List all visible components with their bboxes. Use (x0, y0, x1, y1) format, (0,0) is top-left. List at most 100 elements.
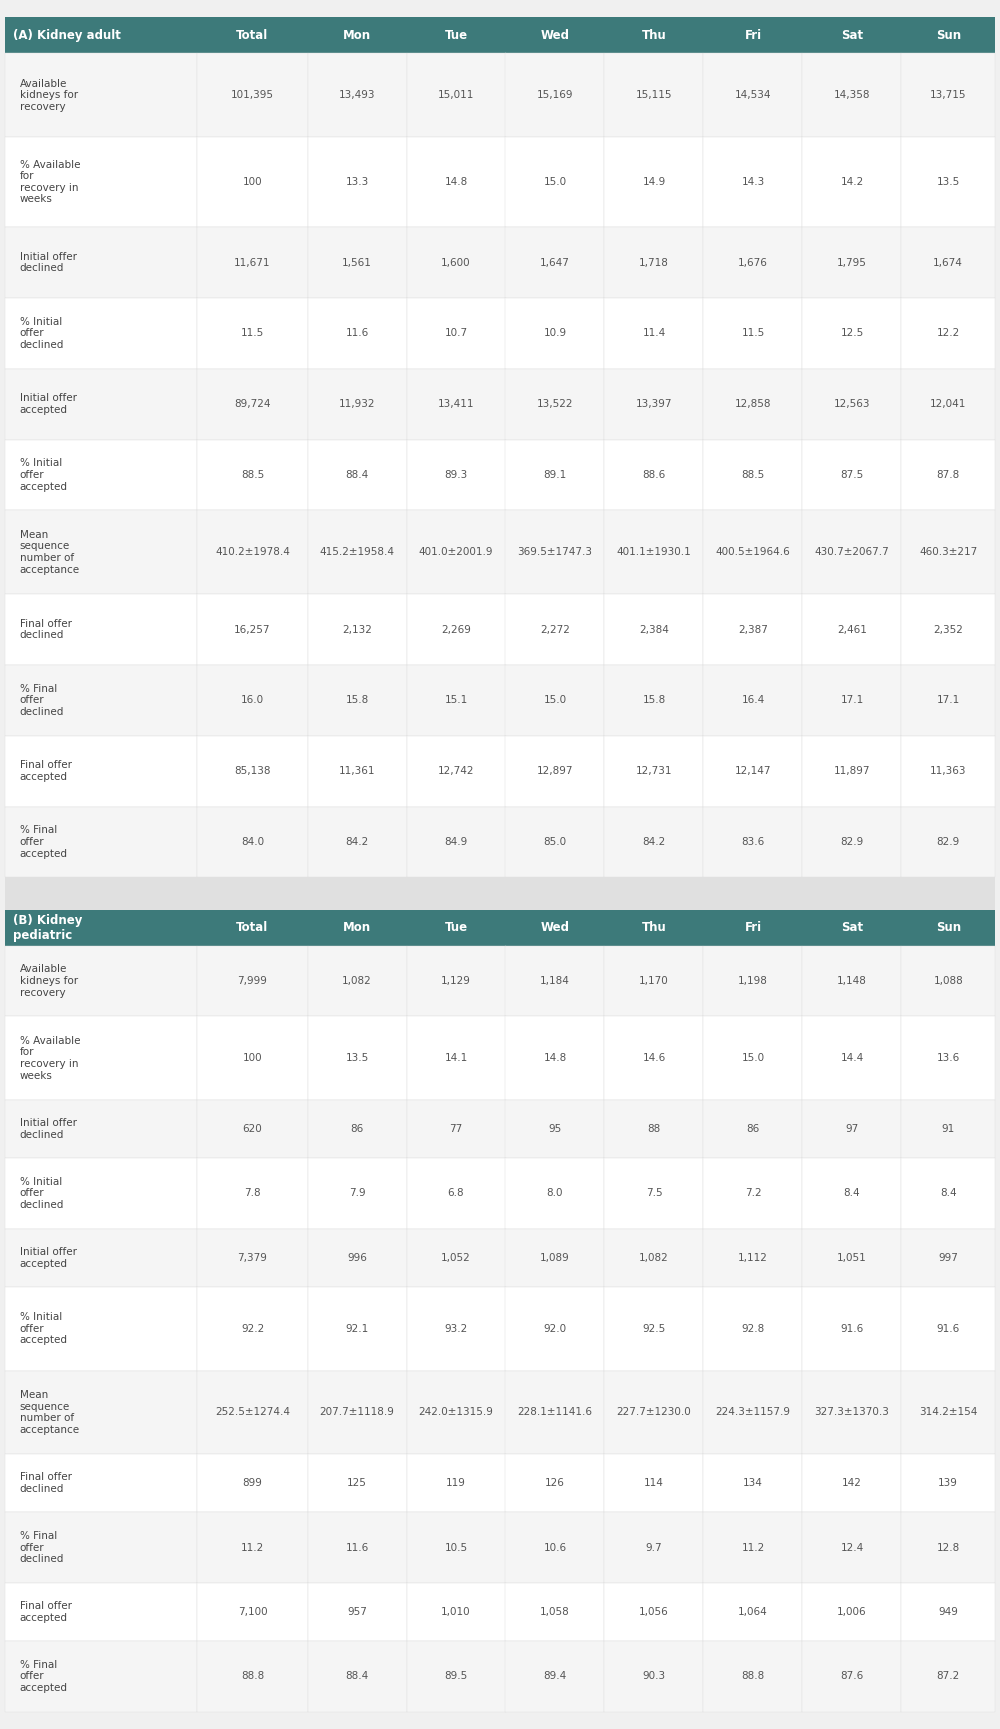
Bar (802, 806, 901, 877)
Bar (406, 510, 506, 595)
Text: 14.2: 14.2 (840, 176, 864, 187)
Text: 93.2: 93.2 (444, 1324, 468, 1333)
Text: 1,082: 1,082 (342, 977, 372, 986)
Bar (197, 1017, 308, 1100)
Text: 460.3±217: 460.3±217 (919, 548, 977, 557)
Text: 86: 86 (746, 1124, 760, 1134)
Bar (703, 1286, 802, 1371)
Text: 89,724: 89,724 (234, 399, 271, 410)
Text: Mon: Mon (343, 922, 371, 934)
Text: 119: 119 (446, 1478, 466, 1489)
Bar (406, 368, 506, 439)
Text: 15.1: 15.1 (444, 695, 468, 705)
Text: 87.5: 87.5 (840, 470, 864, 481)
Bar (406, 666, 506, 737)
Bar (901, 137, 995, 226)
Bar (505, 1371, 604, 1454)
Bar (308, 1229, 406, 1286)
Bar (308, 737, 406, 806)
Bar (505, 666, 604, 737)
Text: 97: 97 (845, 1124, 859, 1134)
Bar (197, 946, 308, 1017)
Bar (901, 368, 995, 439)
Text: 1,676: 1,676 (738, 258, 768, 268)
Text: 11.4: 11.4 (642, 329, 666, 339)
Text: Sat: Sat (841, 29, 863, 41)
Bar (802, 297, 901, 368)
Bar (505, 595, 604, 666)
Bar (5, 439, 197, 510)
Text: 16.0: 16.0 (241, 695, 264, 705)
Bar (5, 17, 197, 54)
Text: 15,169: 15,169 (537, 90, 573, 100)
Bar (604, 439, 703, 510)
Text: Fri: Fri (744, 29, 762, 41)
Bar (604, 1229, 703, 1286)
Bar (505, 1158, 604, 1229)
Bar (703, 1513, 802, 1584)
Bar (604, 909, 703, 946)
Text: 1,010: 1,010 (441, 1606, 471, 1617)
Bar (604, 137, 703, 226)
Bar (802, 1641, 901, 1712)
Bar (308, 1584, 406, 1641)
Text: 12,041: 12,041 (930, 399, 966, 410)
Bar (5, 1371, 197, 1454)
Bar (406, 1100, 506, 1158)
Bar (197, 54, 308, 137)
Text: 1,112: 1,112 (738, 1254, 768, 1262)
Text: 7,100: 7,100 (238, 1606, 267, 1617)
Text: 430.7±2067.7: 430.7±2067.7 (815, 548, 889, 557)
Text: 12,147: 12,147 (735, 766, 771, 776)
Text: 85.0: 85.0 (543, 837, 567, 847)
Bar (802, 1584, 901, 1641)
Text: 15.8: 15.8 (642, 695, 666, 705)
Text: % Final
offer
accepted: % Final offer accepted (20, 1660, 68, 1693)
Bar (703, 1158, 802, 1229)
Bar (604, 1454, 703, 1513)
Bar (802, 666, 901, 737)
Bar (703, 1371, 802, 1454)
Text: 88.8: 88.8 (741, 1672, 765, 1681)
Text: 1,647: 1,647 (540, 258, 570, 268)
Text: Sun: Sun (936, 29, 961, 41)
Text: % Initial
offer
declined: % Initial offer declined (20, 1177, 64, 1210)
Text: Mon: Mon (343, 29, 371, 41)
Bar (5, 1286, 197, 1371)
Bar (5, 1100, 197, 1158)
Bar (901, 439, 995, 510)
Bar (406, 1371, 506, 1454)
Text: 996: 996 (347, 1254, 367, 1262)
Bar (505, 297, 604, 368)
Bar (406, 909, 506, 946)
Text: 11.6: 11.6 (345, 1542, 369, 1553)
Bar (901, 1158, 995, 1229)
Bar (5, 946, 197, 1017)
Text: 8.4: 8.4 (940, 1188, 957, 1198)
Bar (901, 1584, 995, 1641)
Bar (604, 806, 703, 877)
Bar (604, 297, 703, 368)
Text: 10.7: 10.7 (444, 329, 468, 339)
Text: 1,170: 1,170 (639, 977, 669, 986)
Text: 2,352: 2,352 (933, 624, 963, 635)
Text: 1,082: 1,082 (639, 1254, 669, 1262)
Text: 7.2: 7.2 (745, 1188, 761, 1198)
Text: 401.0±2001.9: 401.0±2001.9 (419, 548, 493, 557)
Bar (604, 666, 703, 737)
Bar (406, 17, 506, 54)
Bar (5, 666, 197, 737)
Bar (703, 54, 802, 137)
Text: Thu: Thu (642, 922, 666, 934)
Bar (901, 1454, 995, 1513)
Text: 8.0: 8.0 (547, 1188, 563, 1198)
Text: 14.9: 14.9 (642, 176, 666, 187)
Bar (901, 1641, 995, 1712)
Bar (901, 806, 995, 877)
Text: 11,897: 11,897 (834, 766, 870, 776)
Text: 92.0: 92.0 (543, 1324, 567, 1333)
Bar (406, 1584, 506, 1641)
Text: 139: 139 (938, 1478, 958, 1489)
Text: 86: 86 (350, 1124, 364, 1134)
Bar (901, 1100, 995, 1158)
